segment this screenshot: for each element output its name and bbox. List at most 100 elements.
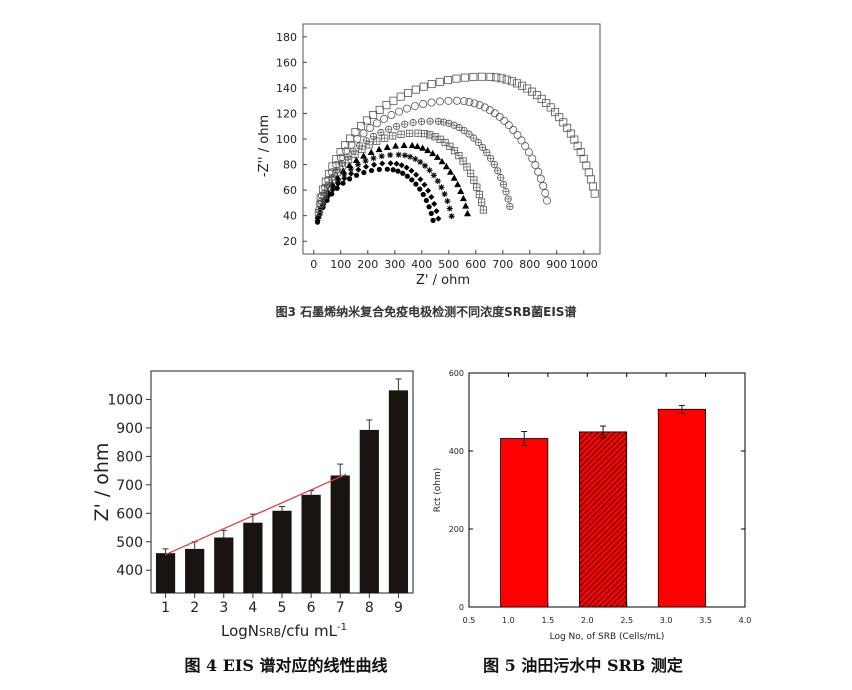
- fig3-point-star: [335, 177, 342, 184]
- fig3-point-square-cross-lines: [397, 131, 405, 138]
- fig3-point-square-cross-lines: [467, 170, 474, 177]
- fig3-point-star: [438, 184, 445, 191]
- fig3-point-diamond: [417, 176, 424, 183]
- fig3-point-filled-circle: [420, 191, 426, 198]
- fig3-point-diamond: [379, 160, 386, 167]
- fig4-ytick-label: 500: [116, 535, 143, 551]
- fig3-point-star: [347, 166, 354, 173]
- fig3-point-filled-circle: [340, 180, 346, 186]
- fig3-point-open-circle: [517, 136, 526, 145]
- fig5-xtick-label: 0.5: [463, 616, 476, 625]
- fig3-point-square-cross-lines: [459, 157, 467, 165]
- fig3-point-open-square: [542, 98, 551, 107]
- fig3-point-diamond: [413, 171, 420, 178]
- fig3-point-open-circle: [500, 116, 509, 125]
- fig3-point-triangle: [400, 141, 408, 148]
- fig3-xtick-label: 600: [465, 258, 486, 271]
- fig5-xtick-label: 2.5: [620, 616, 633, 625]
- fig4-xlabel-sup: -1: [337, 622, 347, 633]
- fig3-point-star: [387, 152, 394, 159]
- fig3-point-star: [407, 153, 414, 160]
- fig4-xtick-label: 4: [248, 600, 257, 616]
- fig3-point-circle-cross-lines: [370, 133, 377, 140]
- fig3-point-diamond: [371, 161, 378, 168]
- fig3-series-s6: [315, 117, 514, 214]
- fig3-point-circle-cross-lines: [409, 119, 417, 126]
- fig3-point-circle-cross-lines: [491, 161, 498, 168]
- fig5-ytick-label: 200: [449, 525, 464, 534]
- fig4-xtick-label: 8: [365, 600, 374, 616]
- fig3-point-open-square: [513, 79, 522, 88]
- fig3-xlabel: Z' / ohm: [416, 273, 470, 288]
- fig3-point-square-cross-lines: [478, 198, 485, 206]
- fig5-ytick-label: 0: [459, 603, 464, 612]
- fig3-point-triangle: [457, 187, 465, 194]
- fig3-point-open-circle: [465, 98, 474, 107]
- fig3-point-filled-circle: [361, 169, 367, 176]
- fig3-points: [314, 72, 599, 225]
- fig3-point-square-cross-lines: [476, 191, 483, 198]
- fig3-point-triangle: [450, 174, 458, 181]
- fig3-point-open-square: [497, 74, 506, 83]
- fig3-point-diamond: [363, 163, 370, 170]
- fig4-bars: [155, 378, 409, 593]
- fig3-point-open-square: [523, 84, 532, 93]
- fig5-bars: [500, 404, 706, 608]
- fig4-xlabel-tail: /cfu mL: [281, 622, 337, 640]
- fig3-eis-chart: 0 100 200 300 400 500 600 700 800 900 1000 20 40 60 80…: [257, 23, 601, 319]
- fig5-ytick-label: 600: [449, 369, 464, 378]
- fig3-series-s8: [316, 72, 599, 202]
- fig3-xtick-label: 200: [357, 258, 378, 271]
- fig4-bar: [155, 553, 176, 593]
- fig3-point-circle-cross-lines: [506, 203, 514, 210]
- fig5-xtick-label: 3.0: [660, 616, 673, 625]
- fig3-point-filled-circle: [334, 185, 340, 191]
- fig3-point-square-cross-lines: [480, 206, 487, 214]
- fig3-point-circle-cross-lines: [385, 125, 392, 133]
- fig3-point-star: [341, 171, 348, 178]
- fig3-point-filled-circle: [409, 177, 415, 183]
- fig3-point-circle-cross-lines: [363, 137, 370, 145]
- fig3-point-triangle: [408, 141, 416, 149]
- fig4-bar: [185, 548, 205, 593]
- fig3-point-circle-cross-lines: [483, 149, 490, 156]
- fig3-point-circle-cross-lines: [450, 122, 458, 129]
- fig3-point-triangle: [346, 161, 354, 168]
- fig3-point-square-cross-lines: [373, 137, 380, 145]
- fig3-point-star: [378, 153, 385, 160]
- fig3-point-filled-circle: [430, 217, 436, 223]
- fig3-point-open-circle: [495, 112, 504, 121]
- fig3-point-circle-cross-lines: [500, 181, 507, 188]
- fig3-point-filled-circle: [368, 167, 375, 174]
- fig3-point-open-square: [357, 122, 366, 131]
- fig3-point-triangle: [392, 142, 400, 149]
- fig3-point-open-square: [518, 81, 527, 90]
- fig3-point-circle-cross-lines: [393, 123, 400, 130]
- fig3-point-open-square: [469, 72, 478, 81]
- fig3-point-open-square: [590, 189, 599, 198]
- fig3-point-triangle: [375, 145, 383, 153]
- fig4-xtick-label: 1: [161, 600, 170, 616]
- fig4-bar: [243, 522, 263, 593]
- fig5-xtick-label: 4.0: [739, 616, 752, 625]
- fig4-axes: 400 500 600 700 800 900 1000 1 2 3 4 5 6 7 8 9: [107, 392, 403, 616]
- fig4-xlabel-main: LogN: [221, 622, 259, 640]
- fig5-ytick-label: 400: [449, 447, 464, 456]
- fig3-point-triangle: [429, 149, 437, 157]
- fig3-point-circle-cross-lines: [497, 174, 504, 181]
- fig3-xtick-label: 500: [438, 258, 459, 271]
- fig4-bar: [301, 494, 321, 593]
- fig3-point-open-circle: [336, 153, 345, 162]
- fig4-caption: 图 4 EIS 谱对应的线性曲线: [184, 656, 387, 675]
- fig3-point-diamond: [435, 215, 442, 222]
- fig3-point-triangle: [360, 152, 368, 159]
- fig3-point-star: [444, 198, 451, 205]
- fig3-point-open-circle: [531, 161, 540, 170]
- fig3-point-open-square: [537, 94, 546, 103]
- fig3-point-circle-cross-lines: [475, 139, 482, 146]
- fig4-xtick-label: 3: [219, 600, 228, 616]
- fig3-point-filled-circle: [426, 204, 432, 210]
- fig3-point-open-circle: [353, 134, 362, 143]
- fig3-point-circle-cross-lines: [504, 195, 512, 203]
- fig3-point-open-square: [411, 85, 420, 94]
